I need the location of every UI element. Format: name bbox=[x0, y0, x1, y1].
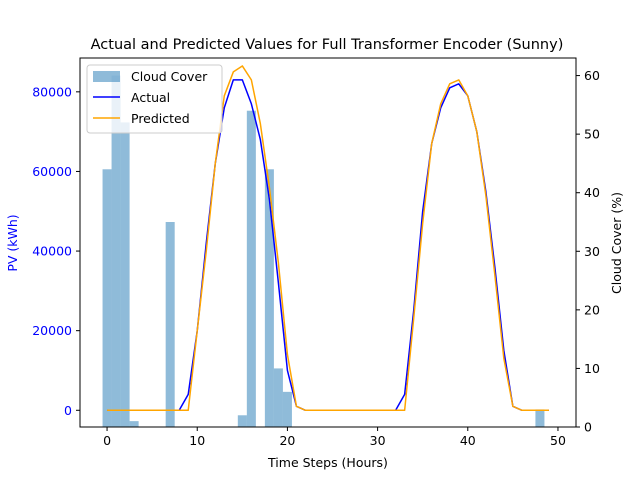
cloud-cover-bars bbox=[102, 75, 545, 428]
left-tick-label: 80000 bbox=[32, 84, 72, 99]
right-tick-label: 40 bbox=[584, 185, 600, 200]
cloud-cover-bar bbox=[120, 122, 130, 427]
right-tick-label: 20 bbox=[584, 302, 600, 317]
x-axis-label: Time Steps (Hours) bbox=[267, 455, 388, 470]
cloud-cover-bar bbox=[129, 421, 139, 427]
left-tick-label: 0 bbox=[64, 403, 72, 418]
x-tick-label: 40 bbox=[460, 433, 476, 448]
right-tick-label: 60 bbox=[584, 68, 600, 83]
right-tick-label: 10 bbox=[584, 361, 600, 376]
cloud-cover-bar bbox=[165, 222, 175, 427]
cloud-cover-bar bbox=[102, 169, 112, 428]
pv-lines bbox=[107, 65, 549, 412]
cloud-cover-bar bbox=[111, 75, 121, 428]
cloud-cover-bar bbox=[282, 391, 292, 427]
x-tick-label: 30 bbox=[370, 433, 386, 448]
right-axis-ticks: 0 10 20 30 40 50 60 bbox=[576, 68, 600, 435]
left-axis-ticks: 0 20000 40000 60000 80000 bbox=[32, 84, 80, 418]
legend: Cloud Cover Actual Predicted bbox=[86, 64, 223, 134]
cloud-cover-bar bbox=[246, 110, 256, 427]
legend-label-predicted: Predicted bbox=[131, 111, 190, 126]
x-axis-ticks: 0 10 20 30 40 50 bbox=[103, 427, 566, 448]
right-tick-label: 0 bbox=[584, 420, 592, 435]
right-tick-label: 50 bbox=[584, 127, 600, 142]
legend-label-actual: Actual bbox=[131, 90, 170, 105]
x-tick-label: 0 bbox=[103, 433, 111, 448]
left-axis-label: PV (kWh) bbox=[5, 214, 20, 271]
plot-frame bbox=[79, 57, 577, 428]
cloud-cover-bar bbox=[264, 169, 274, 428]
predicted-line bbox=[107, 65, 549, 412]
right-axis-label: Cloud Cover (%) bbox=[609, 192, 624, 294]
cloud-cover-bar bbox=[535, 409, 545, 427]
cloud-cover-bar bbox=[273, 368, 283, 427]
left-tick-label: 40000 bbox=[32, 244, 72, 259]
legend-label-cloud-cover: Cloud Cover bbox=[131, 69, 208, 84]
x-tick-label: 50 bbox=[550, 433, 566, 448]
legend-swatch-cloud-cover bbox=[93, 71, 120, 82]
right-tick-label: 30 bbox=[584, 244, 600, 259]
left-tick-label: 20000 bbox=[32, 323, 72, 338]
chart-title: Actual and Predicted Values for Full Tra… bbox=[91, 37, 564, 53]
cloud-cover-bar bbox=[237, 415, 247, 427]
x-tick-label: 20 bbox=[279, 433, 295, 448]
legend-box bbox=[86, 64, 223, 134]
left-tick-label: 60000 bbox=[32, 164, 72, 179]
x-tick-label: 10 bbox=[189, 433, 205, 448]
